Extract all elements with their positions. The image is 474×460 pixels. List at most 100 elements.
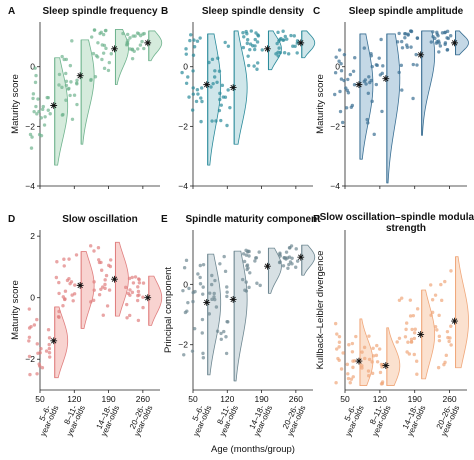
data-point: [411, 96, 415, 101]
data-point: [29, 324, 33, 329]
mean-marker: [203, 299, 211, 306]
data-point: [255, 281, 259, 285]
data-point: [32, 109, 36, 114]
panel-label: A: [8, 6, 15, 17]
data-point: [72, 292, 77, 296]
data-point: [415, 63, 419, 67]
data-point: [27, 307, 32, 311]
data-point: [228, 105, 232, 110]
violin: [421, 289, 436, 380]
data-point: [411, 62, 415, 67]
violin: [386, 33, 401, 184]
data-point: [397, 336, 402, 340]
data-point: [429, 40, 433, 44]
data-point: [348, 380, 352, 385]
data-point: [207, 312, 211, 316]
data-point: [337, 345, 341, 349]
x-tick-label: 190: [101, 394, 115, 404]
data-point: [443, 41, 448, 45]
data-point: [379, 382, 384, 386]
data-point: [62, 57, 66, 62]
panel-c: C Sleep spindle amplitude −4 −2 0 Maturity sc…: [313, 6, 469, 191]
data-point: [184, 47, 188, 51]
data-point: [245, 31, 249, 36]
data-point: [57, 83, 61, 87]
data-point: [286, 52, 291, 56]
data-point: [400, 296, 404, 300]
data-point: [180, 70, 184, 75]
data-point: [48, 112, 52, 116]
mean-marker: [297, 253, 305, 261]
mean-marker: [76, 281, 84, 289]
data-point: [128, 313, 132, 318]
data-point: [92, 280, 96, 284]
data-point: [249, 29, 253, 33]
mean-marker: [451, 317, 458, 325]
data-point: [34, 73, 38, 78]
y-axis-label: Principal component: [163, 267, 174, 353]
data-point: [196, 92, 200, 96]
data-point: [35, 342, 39, 346]
data-point: [223, 40, 227, 45]
data-point: [225, 294, 229, 299]
data-point: [103, 28, 108, 33]
data-point: [92, 288, 96, 292]
data-point: [253, 256, 258, 260]
y-tick-label: −4: [330, 181, 340, 191]
data-point: [277, 46, 281, 50]
data-point: [57, 309, 61, 314]
data-point: [199, 86, 204, 90]
panel-e: E Spindle maturity component −2 0 Principal …: [161, 214, 321, 438]
data-point: [286, 266, 290, 270]
data-point: [277, 39, 281, 43]
mean-marker: [451, 39, 458, 47]
data-point: [124, 285, 128, 290]
data-point: [130, 275, 134, 280]
data-point: [191, 86, 195, 90]
data-point: [365, 117, 369, 122]
data-point: [354, 334, 358, 339]
data-point: [395, 340, 399, 344]
data-point: [349, 105, 354, 109]
data-point: [71, 299, 75, 303]
data-point: [201, 356, 206, 360]
data-point: [219, 337, 223, 341]
violin: [386, 327, 401, 386]
data-point: [295, 39, 300, 43]
data-point: [136, 285, 140, 289]
data-point: [397, 31, 401, 36]
x-axis-label: Age (months/group): [211, 444, 295, 455]
data-point: [246, 63, 251, 68]
violin: [301, 244, 316, 276]
y-tick-label: 0: [30, 62, 35, 72]
data-point: [209, 282, 214, 287]
data-point: [201, 351, 205, 356]
data-point: [137, 277, 141, 282]
data-point: [397, 70, 401, 75]
data-point: [372, 132, 376, 137]
data-point: [433, 36, 437, 41]
data-point: [135, 31, 140, 35]
data-point: [403, 36, 407, 40]
data-point: [219, 331, 223, 336]
y-tick-label: −2: [25, 121, 35, 131]
data-point: [378, 370, 383, 375]
data-point: [196, 272, 200, 276]
data-point: [107, 60, 112, 65]
data-point: [91, 51, 96, 56]
y-tick-label: 2: [30, 231, 35, 241]
x-tick-label: 50: [340, 394, 350, 404]
data-point: [215, 329, 220, 333]
data-point: [414, 359, 419, 363]
data-point: [375, 63, 379, 68]
data-point: [366, 373, 371, 378]
data-point: [344, 106, 349, 110]
data-point: [224, 335, 228, 339]
data-point: [449, 269, 453, 273]
data-point: [437, 50, 441, 54]
data-point: [275, 41, 279, 46]
data-point: [212, 291, 216, 296]
data-point: [363, 356, 367, 361]
data-point: [405, 350, 409, 354]
